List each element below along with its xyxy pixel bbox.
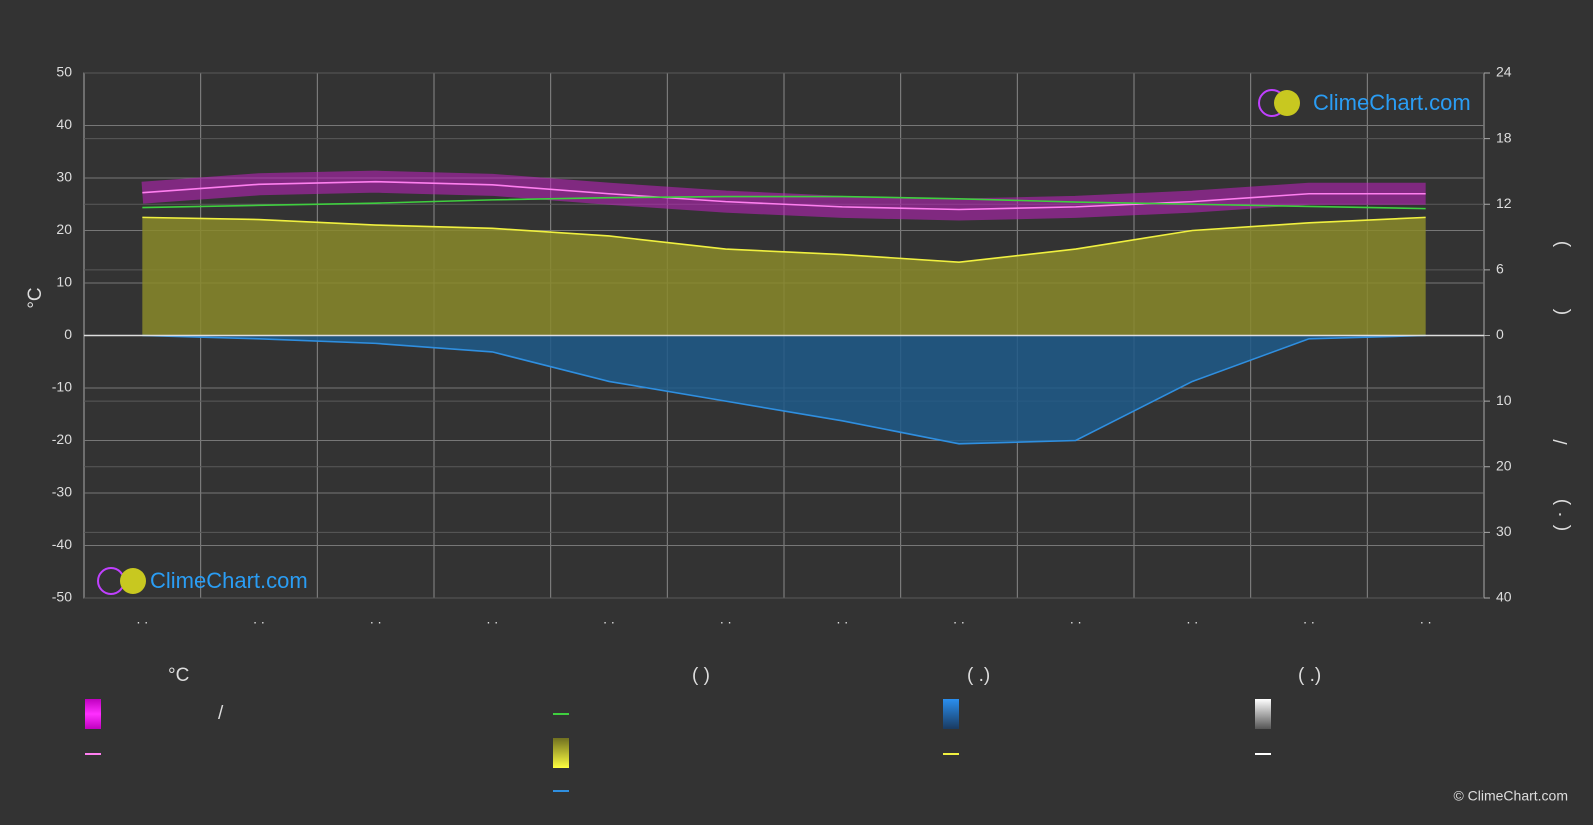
y-tick-label: 40 xyxy=(56,116,72,132)
y-tick-label: 10 xyxy=(56,274,72,290)
legend-swatch xyxy=(553,738,569,768)
logo-text: ClimeChart.com xyxy=(1313,90,1471,115)
y-tick-label: 0 xyxy=(64,326,72,342)
area xyxy=(142,217,1426,336)
y-tick-label: 50 xyxy=(56,64,72,80)
x-tick-label: . . xyxy=(1420,611,1432,627)
series-line xyxy=(142,334,1426,445)
y2-tick-label: 18 xyxy=(1496,129,1512,145)
x-tick-label: . . xyxy=(253,611,265,627)
legend-header: ( ) xyxy=(692,665,710,686)
y-tick-label: -50 xyxy=(52,589,72,605)
x-tick-label: . . xyxy=(953,611,965,627)
y-tick-label: -40 xyxy=(52,536,72,552)
y2-label-part: ) xyxy=(1551,241,1572,247)
y2-label-part: · xyxy=(1557,504,1563,525)
x-tick-label: . . xyxy=(1070,611,1082,627)
x-tick-label: . . xyxy=(836,611,848,627)
y-tick-label: -10 xyxy=(52,379,72,395)
y-tick-label: -30 xyxy=(52,484,72,500)
y-axis-label: °C xyxy=(25,287,46,308)
series-line xyxy=(142,216,1426,264)
logo-text: ClimeChart.com xyxy=(150,568,308,593)
y2-tick-label: 24 xyxy=(1496,64,1512,80)
y3-tick-label: 30 xyxy=(1496,523,1512,539)
legend-header: °C xyxy=(168,665,189,686)
y-tick-label: -20 xyxy=(52,431,72,447)
series-line xyxy=(142,180,1426,211)
y-tick-label: 20 xyxy=(56,221,72,237)
legend-header: ( .) xyxy=(967,665,990,686)
y2-label-part: ) xyxy=(1551,499,1572,505)
y2-label-part: / xyxy=(1551,439,1572,445)
x-tick-label: . . xyxy=(603,611,615,627)
y-tick-label: 30 xyxy=(56,169,72,185)
x-tick-label: . . xyxy=(486,611,498,627)
logo-icon xyxy=(1258,89,1300,117)
y3-tick-label: 10 xyxy=(1496,392,1512,408)
legend-swatch xyxy=(1255,699,1271,729)
x-tick-label: . . xyxy=(370,611,382,627)
y2-tick-label: 12 xyxy=(1496,195,1512,211)
y2-label-part: ( xyxy=(1551,524,1572,531)
copyright: © ClimeChart.com xyxy=(1453,788,1568,804)
x-tick-label: . . xyxy=(136,611,148,627)
y2-tick-label: 0 xyxy=(1496,326,1504,342)
series-line xyxy=(142,195,1426,210)
legend-text: / xyxy=(218,703,224,724)
area xyxy=(142,335,1426,444)
x-tick-label: . . xyxy=(720,611,732,627)
y3-tick-label: 20 xyxy=(1496,457,1512,473)
y2-label-part: ( xyxy=(1551,308,1572,315)
y3-tick-label: 40 xyxy=(1496,589,1512,605)
x-tick-label: . . xyxy=(1186,611,1198,627)
legend-swatch xyxy=(85,699,101,729)
logo-icon xyxy=(97,567,146,595)
x-tick-label: . . xyxy=(1303,611,1315,627)
legend-header: ( .) xyxy=(1298,665,1321,686)
legend-swatch xyxy=(943,699,959,729)
y2-tick-label: 6 xyxy=(1496,261,1504,277)
